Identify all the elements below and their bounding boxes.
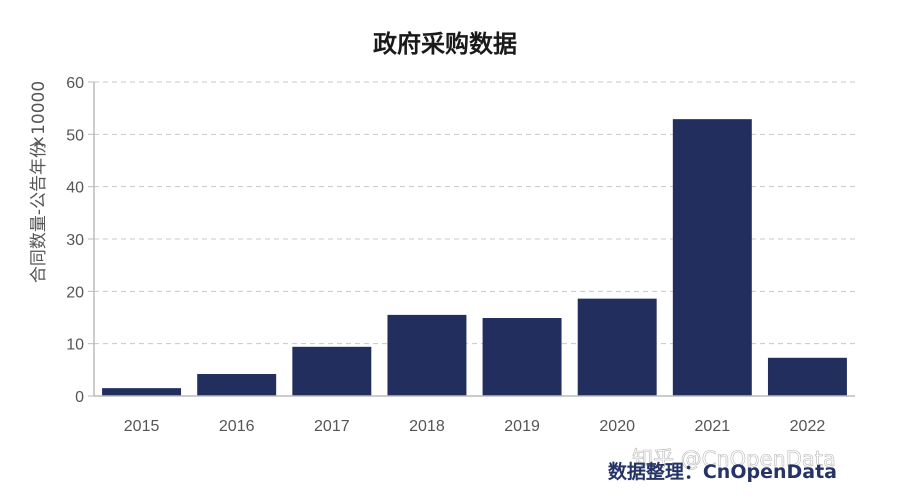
y-tick-label-0: 0 (75, 389, 84, 406)
y-tick-label-20: 20 (66, 284, 84, 301)
bar-2018 (387, 314, 467, 396)
x-tick-label-2017: 2017 (314, 418, 350, 435)
x-tick-label-2020: 2020 (599, 418, 635, 435)
x-tick-label-2015: 2015 (124, 418, 160, 435)
bar-2022 (767, 357, 847, 396)
y-tick-label-40: 40 (66, 180, 84, 197)
watermark-text: 知乎 @CnOpenData (632, 447, 836, 471)
y-tick-label-10: 10 (66, 337, 84, 354)
chart-title: 政府采购数据 (373, 30, 517, 58)
bars (102, 119, 847, 396)
bar-2020 (577, 298, 657, 396)
bar-2017 (292, 346, 372, 396)
y-tick-label-50: 50 (66, 127, 84, 144)
bar-2021 (672, 119, 752, 396)
x-tick-label-2022: 2022 (790, 418, 826, 435)
y-tick-labels: 0 10 20 30 40 50 60 (66, 75, 94, 406)
x-tick-label-2021: 2021 (695, 418, 731, 435)
y-tick-label-60: 60 (66, 75, 84, 92)
bar-2019 (482, 318, 562, 396)
x-tick-label-2018: 2018 (409, 418, 445, 435)
x-tick-labels: 2015 2016 2017 2018 2019 2020 2021 2022 (124, 418, 826, 435)
x-tick-label-2016: 2016 (219, 418, 255, 435)
data-credit: 数据整理：CnOpenData (608, 460, 837, 483)
y-axis-multiplier: ×10000 (29, 81, 49, 149)
y-tick-label-30: 30 (66, 232, 84, 249)
bar-2016 (197, 374, 277, 396)
bar-2015 (102, 388, 182, 396)
x-tick-label-2019: 2019 (504, 418, 540, 435)
y-axis-label: 合同数量-公告年份 (29, 141, 49, 283)
